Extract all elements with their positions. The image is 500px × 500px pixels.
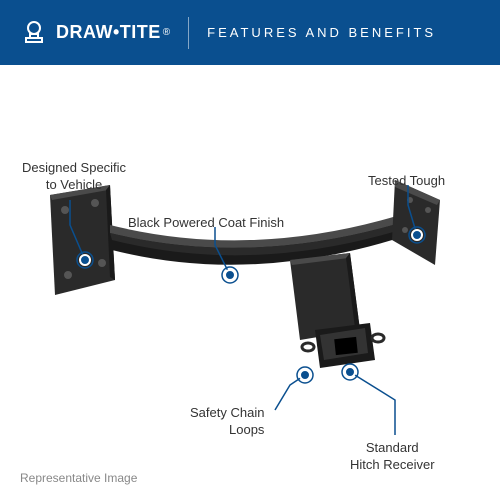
label-tested: Tested Tough: [368, 173, 445, 190]
registered-mark: ®: [163, 27, 170, 38]
diagram-content: Designed Specific to Vehicle Black Power…: [0, 65, 500, 500]
header-bar: DRAW•TITE ® FEATURES AND BENEFITS: [0, 0, 500, 65]
label-black-coat: Black Powered Coat Finish: [128, 215, 284, 232]
footnote: Representative Image: [20, 471, 137, 485]
label-text: Tested Tough: [368, 173, 445, 190]
label-text: Standard: [350, 440, 435, 457]
label-designed: Designed Specific to Vehicle: [22, 160, 126, 194]
label-text: to Vehicle: [22, 177, 126, 194]
header-title: FEATURES AND BENEFITS: [207, 25, 436, 40]
brand-logo: DRAW•TITE ®: [20, 19, 170, 47]
hitch-ball-icon: [20, 19, 48, 47]
label-receiver: Standard Hitch Receiver: [350, 440, 435, 474]
label-text: Black Powered Coat Finish: [128, 215, 284, 232]
header-divider: [188, 17, 189, 49]
label-text: Safety Chain: [190, 405, 264, 422]
label-text: Loops: [190, 422, 264, 439]
label-text: Designed Specific: [22, 160, 126, 177]
brand-name: DRAW•TITE: [56, 22, 161, 43]
label-safety: Safety Chain Loops: [190, 405, 264, 439]
label-text: Hitch Receiver: [350, 457, 435, 474]
